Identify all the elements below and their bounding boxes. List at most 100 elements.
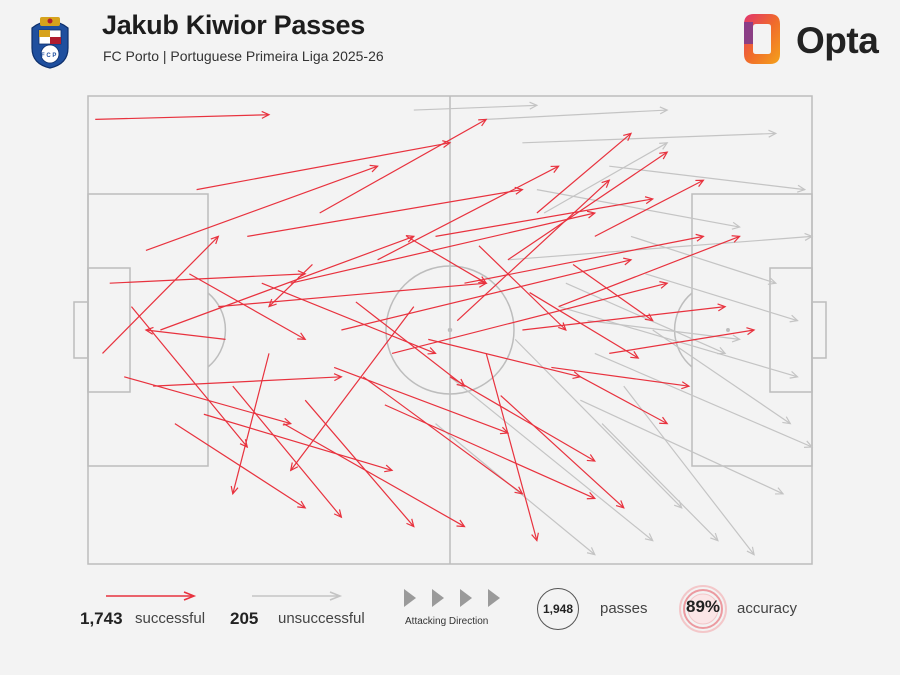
page-subtitle: FC Porto | Portuguese Primeira Liga 2025…	[103, 48, 384, 64]
successful-pass-head-3	[369, 164, 379, 173]
successful-pass-head-24	[717, 303, 727, 312]
successful-pass-33	[189, 273, 306, 340]
unsuccessful-legend-arrow	[252, 591, 343, 601]
unsuccessful-pass-17	[601, 423, 719, 542]
unsuccessful-pass-head-1	[768, 129, 778, 138]
successful-pass-head-15	[514, 486, 524, 495]
unsuccessful-pass-18	[514, 338, 683, 509]
successful-pass-29	[609, 329, 755, 354]
successful-pass-head-47	[630, 351, 640, 359]
successful-pass-18	[290, 306, 415, 471]
successful-pass-6	[196, 142, 451, 191]
successful-pass-head-12	[406, 518, 415, 528]
unsuccessful-pass-head-17	[710, 532, 719, 542]
unsuccessful-pass-11	[449, 376, 654, 542]
successful-pass-head-26	[731, 235, 741, 243]
unsuccessful-pass-6	[580, 399, 784, 495]
successful-pass-head-4	[405, 235, 416, 243]
successful-pass-head-36	[427, 347, 437, 355]
successful-pass-head-11	[586, 210, 597, 219]
successful-pass-20	[449, 376, 596, 462]
svg-text:F C P: F C P	[41, 53, 56, 59]
unsuccessful-pass-head-3	[804, 232, 814, 241]
passes-label: passes	[600, 600, 648, 617]
successful-count: 1,743	[80, 609, 123, 628]
successful-pass-head-44	[601, 179, 611, 188]
unsuccessful-pass-2	[536, 189, 740, 228]
successful-pass-head-5	[297, 500, 307, 509]
unsuccessful-pass-head-13	[782, 416, 792, 425]
successful-pass-48	[551, 366, 690, 387]
successful-pass-21	[464, 235, 704, 284]
successful-pass-head-28	[695, 179, 705, 187]
left-six-yard-box	[87, 267, 131, 393]
unsuccessful-pass-head-4	[789, 370, 799, 379]
unsuccessful-pass-8	[630, 235, 776, 284]
unsuccessful-pass-12	[413, 104, 537, 111]
unsuccessful-passes-series	[413, 101, 814, 556]
successful-pass-39	[333, 366, 509, 434]
page-title: Jakub Kiwior Passes	[102, 10, 365, 40]
successful-pass-45	[478, 245, 567, 331]
unsuccessful-pass-9	[565, 282, 726, 354]
successful-pass-43	[428, 338, 581, 378]
unsuccessful-pass-head-2	[731, 221, 741, 230]
successful-pass-25	[536, 132, 632, 214]
centre-spot	[447, 327, 453, 333]
successful-pass-head-16	[550, 165, 560, 173]
successful-pass-7	[218, 282, 487, 308]
successful-pass-13	[319, 118, 487, 214]
successful-pass-head-27	[659, 416, 669, 425]
left-goal	[73, 301, 89, 359]
successful-pass-head-23	[659, 151, 669, 160]
successful-pass-28	[594, 179, 704, 237]
successful-pass-32	[153, 376, 342, 387]
unsuccessful-pass-head-6	[775, 487, 785, 495]
successful-pass-19	[435, 198, 653, 237]
successful-pass-37	[283, 423, 465, 528]
unsuccessful-pass-head-10	[586, 547, 596, 556]
successful-pass-35	[145, 329, 226, 340]
successful-pass-head-34	[384, 464, 394, 473]
successful-legend-arrow	[106, 591, 197, 601]
successful-pass-head-37	[456, 519, 466, 528]
opta-brand-text: Opta	[796, 20, 879, 61]
unsuccessful-pass-head-14	[746, 546, 755, 556]
unsuccessful-pass-head-15	[659, 142, 669, 150]
successful-pass-head-14	[623, 257, 633, 266]
successful-pass-head-48	[681, 381, 691, 390]
unsuccessful-pass-13	[652, 329, 791, 425]
successful-pass-38	[268, 264, 313, 308]
pass-map-pitch	[73, 95, 827, 565]
successful-pass-9	[247, 189, 523, 237]
centre-circle	[385, 265, 515, 395]
successful-pass-head-39	[499, 426, 510, 435]
successful-passes-series	[95, 110, 756, 542]
successful-pass-head-21	[695, 233, 705, 242]
accuracy-value: 89%	[685, 597, 721, 616]
successful-pass-head-18	[289, 462, 299, 472]
successful-pass-head-46	[615, 500, 625, 509]
unsuccessful-pass-head-12	[529, 101, 539, 110]
successful-pass-head-20	[586, 454, 596, 462]
accuracy-ring-icon	[679, 585, 727, 633]
successful-pass-12	[304, 399, 415, 527]
unsuccessful-pass-5	[594, 352, 813, 448]
unsuccessful-pass-head-16	[731, 334, 741, 343]
unsuccessful-pass-head-0	[659, 106, 669, 115]
successful-pass-11	[290, 212, 595, 284]
successful-pass-8	[232, 385, 342, 518]
successful-pass-head-6	[442, 140, 452, 149]
successful-pass-1	[109, 273, 306, 284]
successful-pass-15	[362, 376, 523, 495]
successful-pass-27	[580, 376, 668, 425]
successful-label: successful	[135, 610, 206, 627]
unsuccessful-pass-head-5	[803, 440, 814, 448]
right-six-yard-box	[769, 267, 813, 393]
successful-pass-0	[95, 114, 270, 120]
successful-pass-head-30	[210, 235, 220, 245]
passes-total-value: 1,948	[542, 602, 574, 616]
successful-pass-2	[124, 376, 291, 425]
unsuccessful-pass-head-9	[717, 346, 727, 355]
unsuccessful-pass-head-7	[796, 184, 807, 193]
